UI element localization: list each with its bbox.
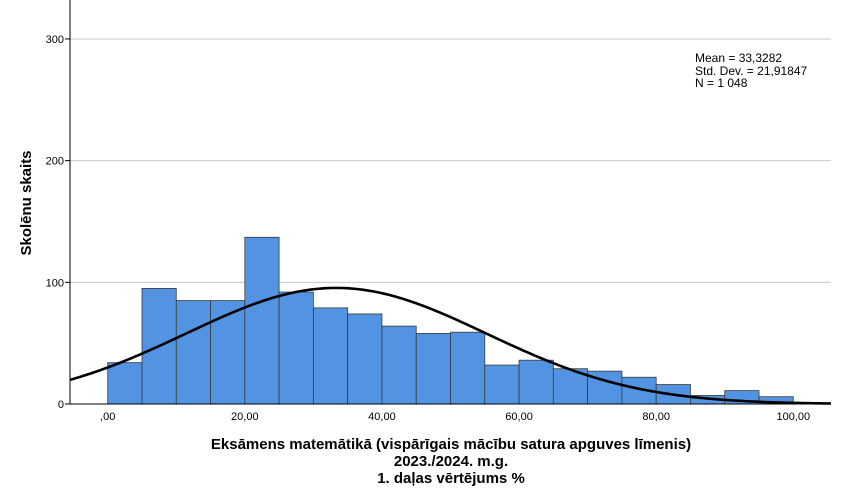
axes <box>69 0 831 405</box>
x-tick-label: 80,00 <box>642 411 670 423</box>
stat-std-dev: Std. Dev. = 21,91847 <box>695 64 808 78</box>
stat-mean: Mean = 33,3282 <box>695 51 782 65</box>
histogram-bar <box>347 313 383 405</box>
histogram-bar <box>518 359 554 405</box>
x-tick-labels: ,00 20,00 40,00 60,00 80,00 100,00 <box>100 411 810 423</box>
grid-lines <box>70 38 831 283</box>
y-tick-label: 0 <box>58 399 64 411</box>
histogram-bar <box>484 364 520 405</box>
histogram-bar <box>415 333 451 405</box>
normal-curve-layer <box>69 286 832 405</box>
x-tick-label: 40,00 <box>368 411 396 423</box>
histogram-bar <box>175 300 211 405</box>
histogram-bar <box>312 307 349 405</box>
normal-curve <box>69 286 832 405</box>
histogram-bar <box>244 236 280 405</box>
x-axis-label-line-3: 1. daļas vērtējums % <box>377 470 525 487</box>
y-tick-labels: 0 100 200 300 <box>46 34 70 411</box>
y-tick-label: 200 <box>46 156 64 168</box>
x-tick-label: ,00 <box>100 411 115 423</box>
histogram-bar <box>450 331 486 405</box>
histogram-bar <box>278 291 314 405</box>
histogram-bar <box>107 362 143 405</box>
x-axis-label-line-1: Eksāmens matemātikā (vispārīgais mācību … <box>211 436 691 453</box>
x-tick-label: 60,00 <box>505 411 533 423</box>
x-tick-label: 20,00 <box>231 411 259 423</box>
x-tick-label: 100,00 <box>776 411 810 423</box>
histogram-bar <box>210 300 246 405</box>
histogram-bar <box>381 325 417 405</box>
x-axis-label-line-2: 2023./2024. m.g. <box>394 453 508 470</box>
histogram-bars <box>107 236 794 405</box>
y-tick-label: 100 <box>46 277 64 289</box>
stat-n: N = 1 048 <box>695 76 748 90</box>
y-tick-label: 300 <box>46 34 64 46</box>
y-axis-label: Skolēnu skaits <box>18 150 35 255</box>
stats-legend: Mean = 33,3282 Std. Dev. = 21,91847 N = … <box>695 51 808 90</box>
x-axis-label: Eksāmens matemātikā (vispārīgais mācību … <box>211 436 691 487</box>
